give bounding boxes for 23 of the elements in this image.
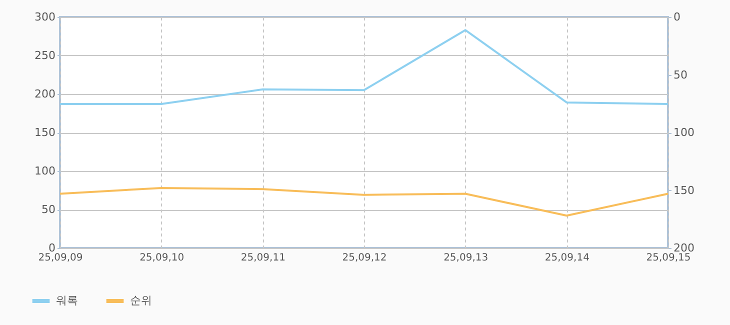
y2-tick-label: 150 xyxy=(674,184,694,197)
y-tick-label: 50 xyxy=(42,203,56,216)
y-tick-label: 0 xyxy=(48,242,56,254)
x-tick-label: 25,09,13 xyxy=(444,252,488,264)
y2-tick-label: 200 xyxy=(674,242,694,254)
x-tick-label: 25,09,09 xyxy=(38,252,83,264)
line-series xyxy=(59,186,669,217)
x-tick-label: 25,09,14 xyxy=(544,252,590,264)
y-tick-label: 200 xyxy=(34,88,56,100)
legend-label: 워록 xyxy=(56,294,78,307)
y2-tick-label: 0 xyxy=(674,10,680,24)
y-tick-label: 100 xyxy=(34,164,56,178)
x-tick-label: 25,09,10 xyxy=(140,252,184,264)
y2-tick-label: 50 xyxy=(674,68,688,82)
y2-tick-label: 100 xyxy=(674,126,694,139)
y-tick-label: 150 xyxy=(34,126,56,139)
x-tick-label: 25,09,11 xyxy=(240,252,286,264)
legend-label: 순위 xyxy=(130,294,152,307)
x-tick-label: 25,09,15 xyxy=(646,252,691,264)
x-tick-label: 25,09,12 xyxy=(342,252,387,264)
y-tick-label: 250 xyxy=(34,49,56,62)
line-series xyxy=(59,29,669,106)
y-tick-label: 300 xyxy=(34,10,56,24)
